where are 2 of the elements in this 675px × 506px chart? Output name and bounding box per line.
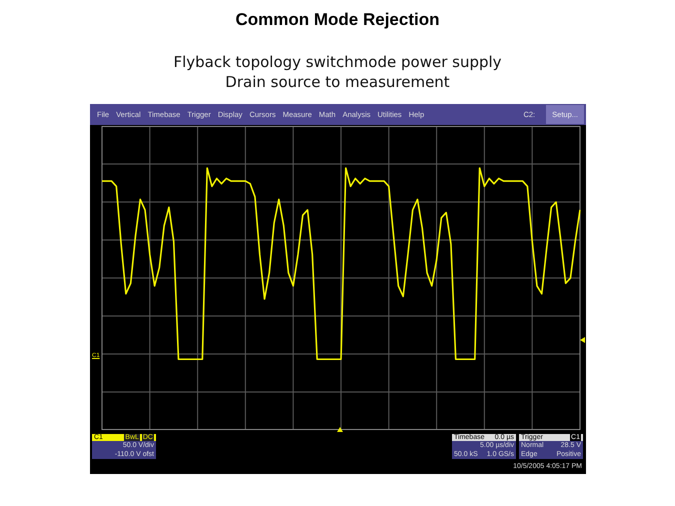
chart-subtitle: Flyback topology switchmode power supply Drain source to measurement [172, 52, 503, 92]
chart-title: Common Mode Rejection [234, 10, 440, 30]
